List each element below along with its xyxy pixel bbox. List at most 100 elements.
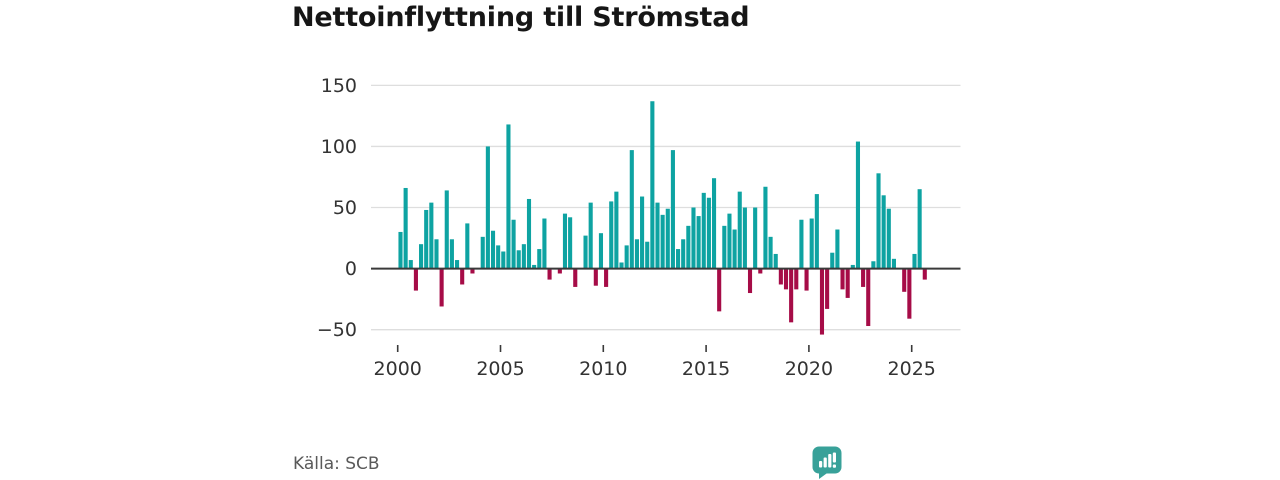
page-title: Nettoinflyttning till Strömstad: [292, 2, 750, 33]
bar-2017Q2-value-50: [753, 207, 758, 269]
x-axis-label-2020: 2020: [785, 358, 833, 380]
bar-2006Q3-value-3: [532, 264, 537, 269]
bar-2017Q3-value--4: [758, 268, 763, 274]
y-axis-label-150: 150: [321, 75, 357, 97]
bar-2025Q2-value-65: [917, 189, 922, 269]
bar-2015Q1-value-58: [706, 197, 711, 269]
bar-2010Q1-value--15: [604, 268, 609, 287]
bar-2003Q3-value--4: [470, 268, 475, 274]
bar-2000Q4-value--18: [413, 268, 418, 291]
bar-2019Q3-value-40: [799, 219, 804, 269]
bar-2012Q4-value-44: [660, 214, 665, 269]
bar-2013Q1-value-49: [665, 208, 670, 269]
y-axis-label-0: 0: [345, 258, 357, 280]
bar-2012Q2-value-137: [650, 101, 655, 269]
bar-2020Q1-value-41: [809, 218, 814, 269]
bar-2020Q4-value--33: [825, 268, 830, 309]
bar-2013Q4-value-24: [681, 239, 686, 269]
newsworthy-pin-barchart-icon: [812, 446, 842, 479]
bar-2017Q4-value-67: [763, 186, 768, 269]
bar-2000Q1-value-30: [398, 231, 403, 269]
bar-2014Q2-value-50: [691, 207, 696, 269]
bar-2020Q3-value--54: [819, 268, 825, 335]
bar-2000Q3-value-7: [408, 260, 413, 269]
bar-2010Q2-value-55: [609, 201, 614, 269]
bar-2002Q4-value-7: [454, 260, 460, 269]
bar-2006Q4-value-16: [537, 249, 542, 269]
bar-2025Q1-value-12: [912, 253, 917, 269]
newsworthy-logo: Newsworthy: [811, 445, 1011, 480]
bar-2024Q3-value--19: [902, 268, 907, 292]
bar-2009Q4-value-29: [598, 233, 604, 269]
bar-2016Q3-value-63: [737, 191, 742, 269]
bar-2020Q2-value-61: [814, 194, 819, 269]
bar-2009Q1-value-27: [583, 235, 588, 269]
bar-2009Q2-value-54: [588, 202, 593, 269]
bar-2019Q4-value--18: [804, 268, 809, 291]
bar-2014Q1-value-35: [686, 225, 691, 269]
x-axis-label-2005: 2005: [476, 358, 524, 380]
bar-2002Q3-value-24: [449, 239, 454, 269]
bar-2002Q1-value--31: [439, 268, 444, 307]
y-axis-label--50: −50: [317, 319, 357, 341]
bar-2018Q3-value--13: [778, 268, 783, 285]
bar-2013Q3-value-16: [676, 249, 681, 269]
bar-2007Q4-value--4: [557, 268, 562, 274]
bar-2023Q3-value-60: [881, 195, 886, 269]
bar-2001Q4-value-24: [434, 239, 439, 269]
x-axis-label-2010: 2010: [579, 358, 627, 380]
bar-2022Q2-value-104: [855, 141, 861, 269]
bar-2006Q1-value-20: [521, 244, 526, 269]
bar-2004Q1-value-26: [480, 236, 485, 269]
bar-2017Q1-value--20: [747, 268, 753, 294]
bar-2022Q1-value-3: [850, 264, 855, 269]
bar-2003Q1-value--13: [460, 268, 465, 285]
bar-2024Q1-value-8: [891, 258, 896, 269]
bar-2021Q2-value-32: [835, 229, 840, 269]
bar-2018Q2-value-12: [773, 253, 778, 269]
bar-2016Q1-value-45: [727, 213, 732, 269]
bar-2011Q4-value-59: [640, 196, 645, 269]
bar-2005Q1-value-14: [501, 251, 506, 269]
bar-2010Q4-value-5: [619, 262, 624, 269]
bar-2004Q2-value-100: [485, 146, 490, 269]
bar-2008Q3-value--15: [573, 268, 578, 287]
bar-2025Q3-value--9: [922, 268, 927, 280]
bar-2021Q4-value--24: [845, 268, 850, 298]
x-axis-label-2000: 2000: [374, 358, 422, 380]
bar-2023Q2-value-78: [876, 173, 881, 269]
bar-2015Q4-value-35: [722, 225, 727, 269]
bar-2023Q4-value-49: [886, 208, 891, 269]
bar-2001Q3-value-54: [429, 202, 434, 269]
bar-2016Q4-value-50: [742, 207, 747, 269]
bar-2005Q3-value-40: [511, 219, 516, 269]
bar-2012Q3-value-54: [655, 202, 660, 269]
bar-2014Q3-value-43: [696, 216, 701, 269]
y-axis-label-100: 100: [321, 136, 357, 158]
bar-2024Q4-value--41: [907, 268, 912, 319]
bar-2016Q2-value-32: [732, 229, 737, 269]
y-axis-label-50: 50: [333, 197, 357, 219]
x-axis-label-2015: 2015: [682, 358, 730, 380]
bar-2021Q3-value--17: [840, 268, 845, 290]
bar-2000Q2-value-66: [403, 187, 408, 269]
bar-2012Q1-value-22: [645, 241, 650, 269]
bar-2007Q2-value--9: [547, 268, 552, 280]
bar-2019Q2-value--17: [794, 268, 799, 290]
bar-2001Q1-value-20: [419, 244, 424, 269]
bar-2018Q1-value-26: [768, 236, 773, 269]
bar-2008Q1-value-45: [562, 213, 568, 269]
bar-2010Q3-value-63: [614, 191, 619, 269]
bar-2007Q1-value-41: [542, 218, 547, 269]
bar-2004Q3-value-31: [490, 230, 496, 269]
bar-2005Q2-value-118: [506, 124, 511, 269]
bar-2008Q2-value-42: [568, 217, 573, 269]
bar-2001Q2-value-48: [424, 209, 429, 269]
bar-2002Q2-value-64: [444, 190, 449, 269]
bar-2022Q3-value--15: [861, 268, 866, 287]
bar-2022Q4-value--47: [866, 268, 871, 327]
bar-2011Q1-value-19: [624, 245, 629, 269]
bar-2018Q4-value--17: [783, 268, 789, 290]
source-label: Källa: SCB: [293, 454, 380, 474]
